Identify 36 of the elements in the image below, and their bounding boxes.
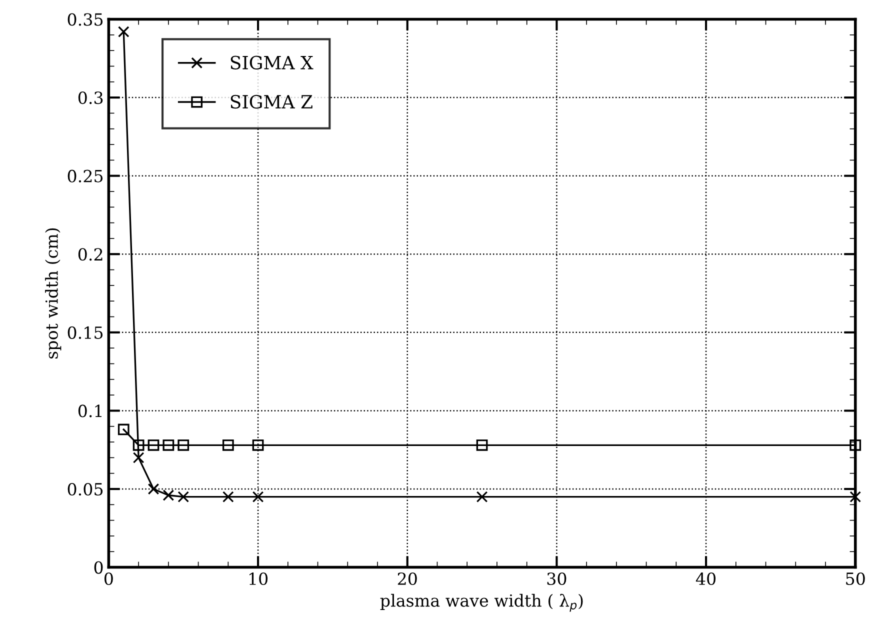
point xyxy=(850,491,862,503)
y-tick-label: 0.2 xyxy=(78,248,102,261)
y-tick-label: 0.1 xyxy=(78,404,102,418)
x-tick-label: 10 xyxy=(249,572,268,586)
point xyxy=(222,439,234,451)
y-tick-label: 0.35 xyxy=(68,13,103,26)
point xyxy=(222,491,234,503)
y-tick-label: 0.05 xyxy=(68,482,103,496)
point xyxy=(252,491,264,503)
x-tick-label: 0 xyxy=(104,572,113,586)
point xyxy=(476,439,488,451)
x-tick-label: 30 xyxy=(547,572,566,586)
point xyxy=(118,26,130,38)
x-tick-label: 20 xyxy=(398,572,417,586)
point xyxy=(850,439,862,451)
point xyxy=(252,439,264,451)
y-tick-label: 0.25 xyxy=(68,170,103,182)
y-axis-title: spot width (cm) xyxy=(45,228,62,359)
legend-label: SIGMA X xyxy=(230,56,314,70)
point xyxy=(148,483,160,495)
x-tick-label: 50 xyxy=(846,572,865,586)
x-axis-title: plasma wave width ( λ$_{p}$) xyxy=(380,594,583,612)
y-tick-label: 0.3 xyxy=(78,91,103,104)
point xyxy=(148,439,160,451)
point xyxy=(162,439,174,451)
point xyxy=(132,439,144,451)
y-tick-label: 0 xyxy=(94,561,103,574)
point xyxy=(162,490,174,501)
point xyxy=(118,424,130,436)
point xyxy=(132,452,144,464)
x-tick-label: 40 xyxy=(696,572,716,586)
point xyxy=(178,491,190,503)
y-tick-label: 0.15 xyxy=(68,326,103,339)
point xyxy=(178,439,190,451)
point xyxy=(476,491,488,503)
legend-label: SIGMA Z xyxy=(230,94,312,109)
